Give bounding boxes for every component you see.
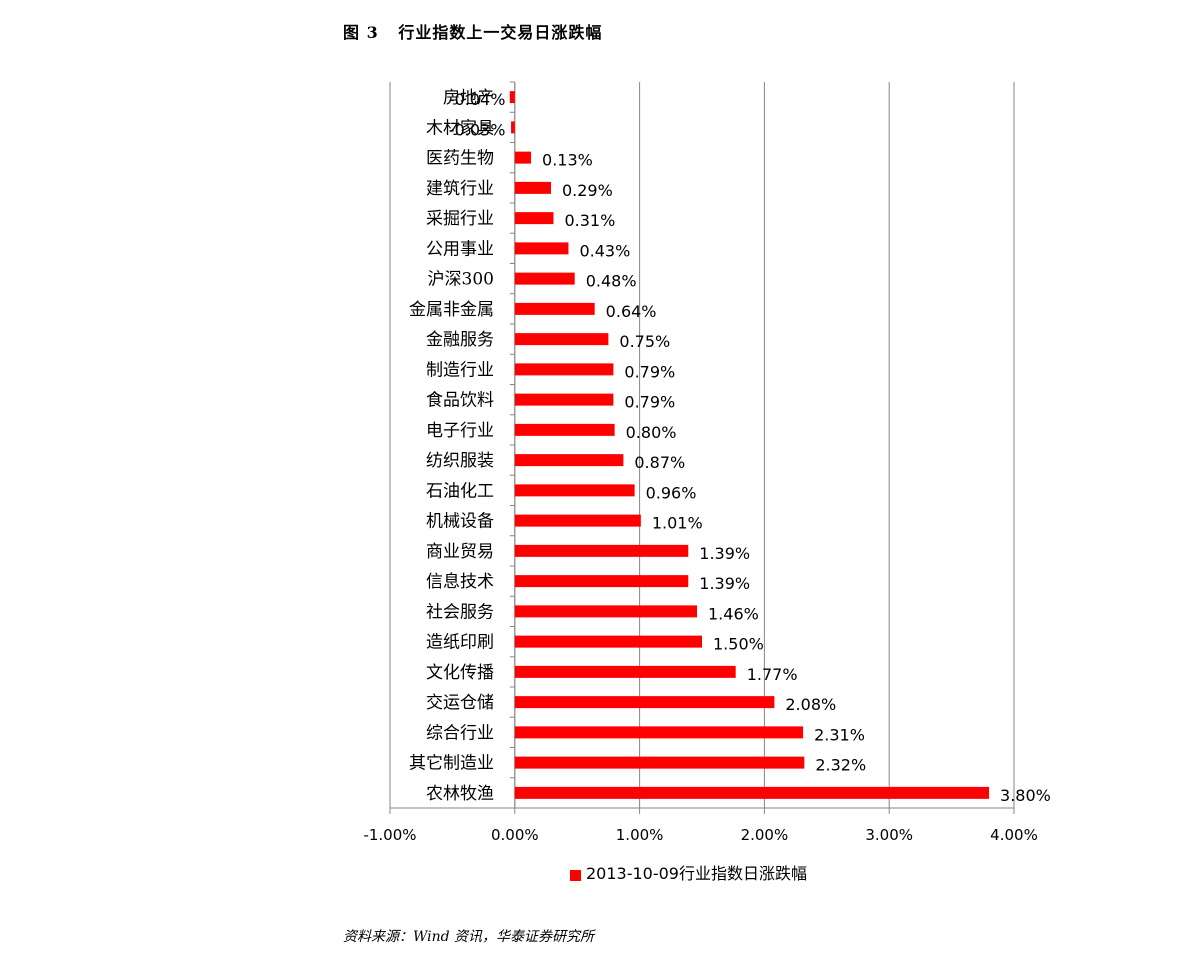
category-label: 公用事业 <box>426 239 494 259</box>
bar <box>511 121 515 134</box>
data-label: -0.04% <box>449 90 506 109</box>
data-label: 1.39% <box>699 574 750 593</box>
category-label: 金属非金属 <box>409 300 494 320</box>
bar <box>514 272 575 285</box>
bar <box>514 635 702 648</box>
category-label: 纺织服装 <box>426 451 494 471</box>
bar <box>514 363 614 376</box>
bar <box>509 91 515 104</box>
legend-label: 2013-10-09行业指数日涨跌幅 <box>586 864 807 883</box>
category-label: 沪深300 <box>428 270 494 290</box>
data-label: 0.48% <box>586 272 637 291</box>
x-tick-label: 0.00% <box>491 826 539 844</box>
category-label: 房地产 <box>443 88 494 108</box>
category-label: 信息技术 <box>426 572 494 592</box>
x-tick-label: 1.00% <box>616 826 664 844</box>
x-tick-label: -1.00% <box>363 826 416 844</box>
data-label: 0.96% <box>646 483 697 502</box>
data-label: 1.01% <box>652 514 703 533</box>
category-label: 建筑行业 <box>426 179 494 199</box>
category-label: 商业贸易 <box>426 542 494 562</box>
bar <box>514 786 990 799</box>
bar <box>514 454 624 467</box>
category-label: 采掘行业 <box>426 209 494 229</box>
data-label: 1.50% <box>713 635 764 654</box>
category-label: 石油化工 <box>426 481 494 501</box>
data-label: 0.75% <box>619 332 670 351</box>
figure-title: 图 3 行业指数上一交易日涨跌幅 <box>343 23 603 42</box>
category-label: 金融服务 <box>426 330 494 350</box>
bar <box>514 151 532 164</box>
category-label: 食品饮料 <box>426 391 494 411</box>
bar <box>514 605 698 618</box>
category-label: 制造行业 <box>426 360 494 380</box>
category-label: 文化传播 <box>426 663 494 683</box>
category-label: 社会服务 <box>426 602 494 622</box>
category-label: 交运仓储 <box>426 693 494 713</box>
data-label: 0.80% <box>626 423 677 442</box>
data-label: -0.03% <box>449 120 506 139</box>
data-label: 1.46% <box>708 604 759 623</box>
category-label: 造纸印刷 <box>426 633 494 653</box>
bar <box>514 665 736 678</box>
data-label: 2.32% <box>815 756 866 775</box>
x-tick-label: 4.00% <box>990 826 1038 844</box>
data-label: 1.39% <box>699 544 750 563</box>
category-label: 其它制造业 <box>409 754 494 774</box>
legend-swatch <box>570 870 581 881</box>
bar <box>514 514 641 527</box>
bar <box>514 696 775 709</box>
data-label: 0.79% <box>624 393 675 412</box>
bar <box>514 181 551 194</box>
bar <box>514 333 609 346</box>
bar <box>514 423 615 436</box>
bar <box>514 575 689 588</box>
category-label: 医药生物 <box>426 149 494 169</box>
data-label: 1.77% <box>747 665 798 684</box>
category-label: 机械设备 <box>426 512 494 532</box>
category-label: 综合行业 <box>426 723 494 743</box>
category-label: 电子行业 <box>426 421 494 441</box>
bar <box>514 726 804 739</box>
x-tick-label: 3.00% <box>865 826 913 844</box>
bar <box>514 756 805 769</box>
data-label: 2.08% <box>785 695 836 714</box>
data-label: 0.87% <box>634 453 685 472</box>
bar <box>514 393 614 406</box>
bar <box>514 484 635 497</box>
data-label: 0.64% <box>606 302 657 321</box>
data-label: 0.13% <box>542 151 593 170</box>
data-label: 2.31% <box>814 725 865 744</box>
bar <box>514 212 554 225</box>
bar <box>514 302 595 315</box>
data-label: 0.79% <box>624 362 675 381</box>
category-label: 农林牧渔 <box>426 784 494 804</box>
bar <box>514 242 569 255</box>
bar <box>514 544 689 557</box>
x-tick-label: 2.00% <box>741 826 789 844</box>
category-label: 木材家具 <box>426 118 494 138</box>
source-note: 资料来源：Wind 资讯，华泰证券研究所 <box>343 929 595 945</box>
data-label: 3.80% <box>1000 786 1051 805</box>
data-label: 0.31% <box>564 211 615 230</box>
data-label: 0.29% <box>562 181 613 200</box>
data-label: 0.43% <box>579 241 630 260</box>
